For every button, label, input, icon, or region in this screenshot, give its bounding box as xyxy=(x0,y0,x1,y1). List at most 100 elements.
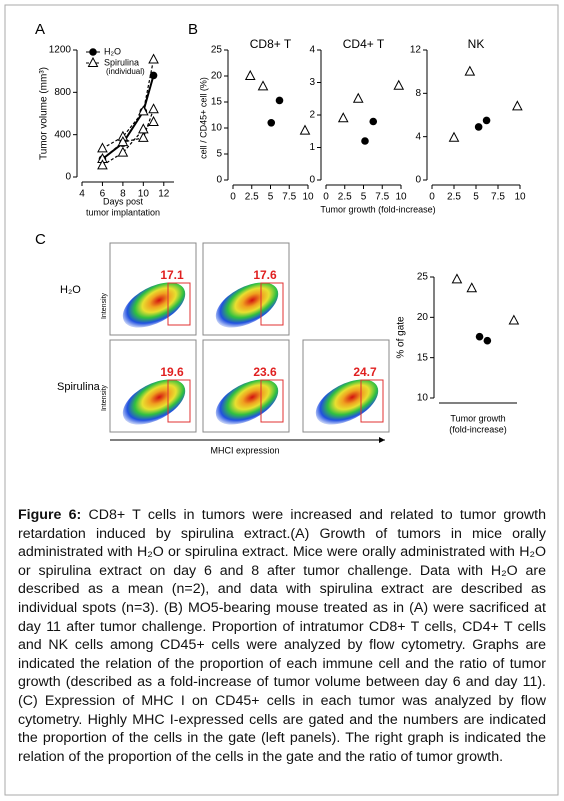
x-axis-label: Tumor growth (fold-increase) xyxy=(320,204,435,214)
y-tick-label: 15 xyxy=(211,97,223,108)
point xyxy=(482,116,491,125)
arrow-head xyxy=(379,437,385,443)
point xyxy=(149,71,158,80)
point xyxy=(117,146,129,157)
flow-density xyxy=(215,379,279,425)
border xyxy=(4,4,559,796)
y-tick-label: 3 xyxy=(309,77,315,88)
x-axis-label: Tumor growth xyxy=(450,413,505,423)
point xyxy=(275,96,284,105)
point xyxy=(257,80,269,91)
point xyxy=(148,115,159,126)
y-tick-label: 20 xyxy=(417,312,429,323)
x-tick-label: 5 xyxy=(268,192,274,203)
gate xyxy=(167,282,191,326)
x-tick-label: 0 xyxy=(429,192,435,203)
legend-marker xyxy=(89,48,97,56)
x-axis-label: tumor implantation xyxy=(86,207,160,217)
y-axis-label: Tumor volume (mm³) xyxy=(39,67,50,160)
gate-value: 19.6 xyxy=(160,365,184,379)
legend-label: H₂O xyxy=(104,46,121,56)
y-tick-label: 2 xyxy=(309,110,315,121)
panel-label: A xyxy=(35,21,45,38)
point xyxy=(117,136,129,147)
flow-y-label: Intensity xyxy=(101,384,108,411)
y-axis-label: cell / CD45+ cell (%) xyxy=(198,77,208,159)
y-tick-label: 20 xyxy=(211,71,223,82)
caption: Figure 6: CD8+ T cells in tumors were in… xyxy=(18,506,546,766)
y-tick-label: 0 xyxy=(309,175,315,186)
point xyxy=(97,159,108,170)
gate-value: 17.1 xyxy=(160,268,184,282)
x-tick-label: 7.5 xyxy=(491,192,505,203)
flow-x-label: MHCI expression xyxy=(210,445,279,455)
x-tick-label: 10 xyxy=(138,189,150,200)
point xyxy=(474,123,483,131)
y-tick-label: 4 xyxy=(309,45,315,56)
point xyxy=(508,314,520,325)
point xyxy=(466,282,478,293)
point xyxy=(352,92,364,103)
x-tick-label: 5 xyxy=(361,192,367,203)
point xyxy=(361,137,369,145)
legend-label: (individual) xyxy=(106,67,145,76)
point xyxy=(451,273,463,284)
point xyxy=(369,117,378,126)
chart-title: CD4+ T xyxy=(343,37,385,51)
row-label: H₂O xyxy=(60,284,81,296)
flow-y-label: Intensity xyxy=(101,292,108,319)
point xyxy=(138,131,149,142)
y-tick-label: 8 xyxy=(415,88,421,99)
y-tick-label: 25 xyxy=(417,272,429,283)
y-tick-label: 0 xyxy=(415,175,421,186)
x-tick-label: 4 xyxy=(79,189,85,200)
point xyxy=(337,112,349,123)
y-tick-label: 5 xyxy=(216,149,222,160)
point xyxy=(138,105,149,116)
point xyxy=(97,142,108,153)
series-line xyxy=(102,59,155,149)
point xyxy=(299,124,311,135)
series-line xyxy=(102,109,155,160)
x-tick-label: 7.5 xyxy=(282,192,296,203)
x-axis-label: Days post xyxy=(103,196,144,206)
x-tick-label: 7.5 xyxy=(375,192,389,203)
row-label: Spirulina xyxy=(57,381,101,393)
y-tick-label: 1200 xyxy=(49,45,72,56)
y-tick-label: 4 xyxy=(415,131,421,142)
y-tick-label: 800 xyxy=(54,87,71,98)
flow-density xyxy=(122,282,186,328)
chart-title: CD8+ T xyxy=(250,37,292,51)
gate-value: 17.6 xyxy=(253,268,277,282)
y-axis-label: % of gate xyxy=(396,316,407,359)
caption-text: CD8+ T cells in tumors were increased an… xyxy=(18,507,546,765)
x-axis-label: (fold-increase) xyxy=(449,424,507,434)
x-tick-label: 2.5 xyxy=(338,192,352,203)
x-tick-label: 10 xyxy=(395,192,407,203)
x-tick-label: 10 xyxy=(514,192,526,203)
x-tick-label: 12 xyxy=(158,189,170,200)
chart-title: NK xyxy=(468,37,485,51)
y-tick-label: 10 xyxy=(417,393,429,404)
x-tick-label: 10 xyxy=(302,192,314,203)
x-tick-label: 2.5 xyxy=(245,192,259,203)
point xyxy=(393,79,405,90)
y-tick-label: 12 xyxy=(410,45,422,56)
gate-value: 23.6 xyxy=(253,365,277,379)
gate xyxy=(260,379,284,423)
y-tick-label: 10 xyxy=(211,123,223,134)
gate xyxy=(360,379,384,423)
point xyxy=(148,53,159,64)
flow-density xyxy=(122,379,186,425)
legend-label: Spirulina xyxy=(104,57,139,67)
point xyxy=(267,119,276,127)
x-tick-label: 6 xyxy=(100,189,106,200)
legend-marker xyxy=(87,56,99,67)
x-tick-label: 2.5 xyxy=(447,192,461,203)
gate xyxy=(167,379,191,423)
point xyxy=(464,65,476,76)
point xyxy=(512,100,523,111)
caption-label: Figure 6: xyxy=(18,507,82,523)
point xyxy=(483,336,492,345)
x-tick-label: 0 xyxy=(230,192,236,203)
